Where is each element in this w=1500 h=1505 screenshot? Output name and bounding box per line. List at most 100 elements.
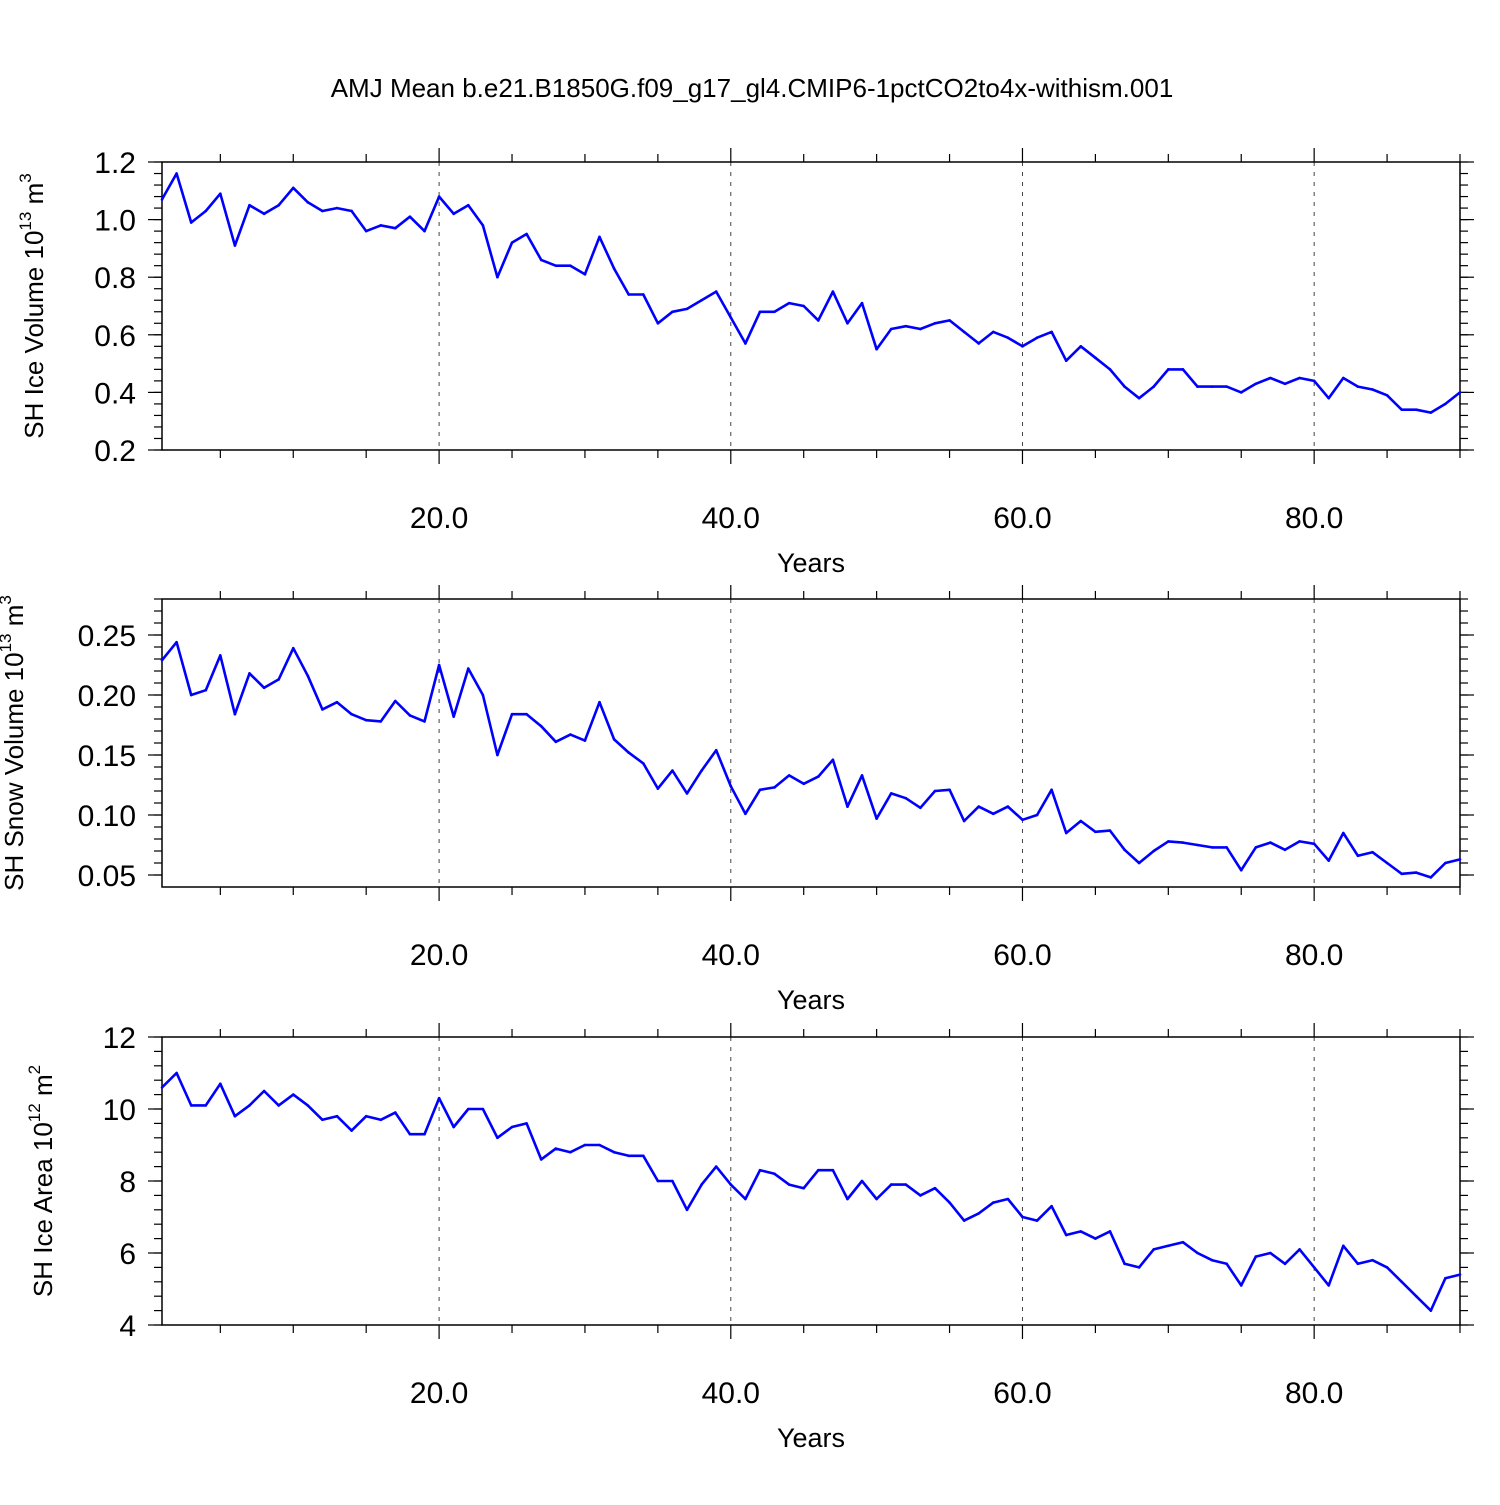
data-point — [773, 310, 776, 314]
data-point — [554, 264, 558, 267]
data-point — [233, 244, 237, 247]
y-axis-label-unit-exponent: 3 — [16, 173, 35, 182]
data-point — [510, 1125, 514, 1129]
data-point — [583, 273, 587, 276]
data-point — [189, 693, 193, 697]
data-point — [219, 654, 222, 657]
data-point — [1254, 382, 1258, 386]
data-point — [1050, 788, 1053, 792]
y-axis-label-unit-exponent: 3 — [0, 595, 15, 604]
y-axis-label-prefix: SH Snow Volume 10 — [0, 652, 29, 890]
data-point — [1342, 1244, 1345, 1248]
data-point — [1035, 813, 1039, 817]
data-point — [977, 1212, 981, 1215]
data-point — [1021, 345, 1024, 348]
y-tick-label: 0.20 — [78, 680, 136, 713]
data-point — [612, 1150, 616, 1154]
data-point — [787, 301, 791, 305]
data-point — [992, 1201, 995, 1204]
series-line — [160, 172, 1461, 414]
data-point — [408, 714, 412, 717]
x-tick-label: 80.0 — [1285, 1377, 1343, 1410]
y-tick-label: 10 — [103, 1094, 136, 1127]
data-point — [583, 739, 587, 742]
data-point — [1064, 1233, 1068, 1237]
data-point — [1429, 411, 1433, 414]
data-point — [744, 812, 747, 816]
data-point — [379, 720, 383, 723]
data-point — [992, 330, 995, 334]
data-point — [1094, 830, 1097, 834]
data-point — [948, 788, 951, 792]
series-line — [160, 640, 1461, 879]
data-point — [700, 298, 703, 302]
data-point — [554, 1147, 558, 1150]
data-point — [248, 672, 251, 675]
data-point — [496, 753, 499, 757]
data-point — [1327, 1284, 1331, 1287]
data-point — [1064, 831, 1068, 835]
y-axis-label-exponent: 13 — [16, 212, 35, 231]
data-point — [729, 1183, 733, 1186]
data-point — [992, 812, 995, 816]
data-point — [758, 310, 762, 314]
data-point — [306, 1104, 310, 1107]
data-point — [627, 293, 630, 296]
data-point — [1210, 1258, 1214, 1262]
data-point — [1356, 854, 1360, 858]
data-point — [1006, 336, 1010, 339]
data-point — [1108, 368, 1112, 371]
data-point — [802, 1186, 806, 1190]
data-point — [1327, 396, 1331, 400]
data-point — [598, 1143, 601, 1147]
data-point — [233, 1114, 237, 1118]
x-tick-label: 60.0 — [993, 1377, 1051, 1410]
y-axis-label-exponent: 12 — [25, 1103, 44, 1122]
x-tick-label: 60.0 — [993, 939, 1051, 972]
data-point — [1035, 1219, 1039, 1222]
data-point — [1385, 861, 1389, 865]
data-point — [671, 310, 674, 314]
data-point — [423, 229, 426, 233]
y-tick-label: 1.0 — [94, 205, 136, 238]
data-point — [1254, 1255, 1258, 1258]
x-tick-label: 40.0 — [702, 502, 760, 535]
data-point — [1064, 359, 1068, 363]
data-point — [204, 1104, 208, 1107]
data-point — [919, 1194, 922, 1197]
data-point — [627, 751, 630, 754]
data-point — [1123, 848, 1126, 852]
data-point — [350, 209, 353, 213]
data-point — [904, 1183, 908, 1186]
data-point — [758, 788, 762, 792]
data-point — [1123, 1262, 1126, 1266]
data-point — [1312, 842, 1316, 846]
data-point — [1298, 1248, 1301, 1251]
data-point — [1429, 876, 1433, 879]
data-point — [1444, 402, 1447, 406]
data-point — [685, 792, 689, 795]
data-point — [816, 319, 820, 322]
data-point — [1196, 843, 1199, 847]
data-point — [1079, 345, 1083, 348]
data-point — [1254, 846, 1258, 849]
data-point — [569, 1150, 572, 1154]
data-point — [729, 316, 733, 319]
data-point — [641, 762, 645, 765]
x-axis-label: Years — [777, 1423, 845, 1453]
data-point — [773, 1172, 776, 1176]
x-axis-label: Years — [777, 985, 845, 1015]
data-point — [1079, 1230, 1083, 1233]
data-point — [1371, 850, 1374, 854]
data-point — [1327, 859, 1331, 862]
data-point — [656, 787, 660, 790]
data-point — [744, 1197, 747, 1201]
data-point — [889, 792, 893, 795]
data-point — [1283, 1262, 1287, 1266]
data-point — [802, 304, 806, 308]
data-point — [1181, 368, 1185, 371]
data-point — [583, 1143, 587, 1147]
data-point — [248, 1104, 251, 1107]
data-point — [423, 1132, 426, 1136]
